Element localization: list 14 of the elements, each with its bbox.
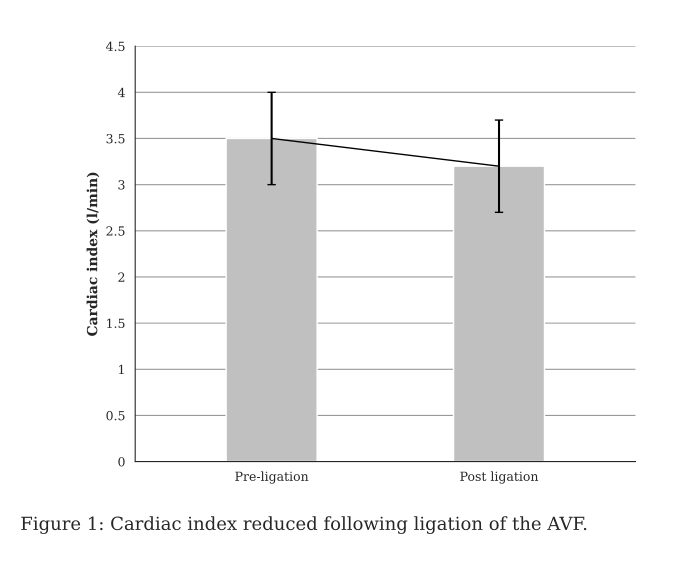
y-tick-label: 3 xyxy=(118,180,125,190)
y-tick-label: 1 xyxy=(119,364,124,374)
y-tick-label: 4 xyxy=(118,88,125,98)
y-tick-label: 1.5 xyxy=(107,318,125,328)
y-tick-label: 2.5 xyxy=(106,226,125,236)
y-tick-label: 2 xyxy=(118,272,124,282)
y-axis-title: Cardiac index (l/min) xyxy=(86,172,100,336)
y-tick-label: 0 xyxy=(118,457,125,467)
x-tick-label: Post ligation xyxy=(460,471,538,484)
x-tick-label: Pre-ligation xyxy=(235,471,308,484)
y-tick-label: 0.5 xyxy=(106,410,125,420)
caption: Figure 1: Cardiac index reduced following ligation of the AVF. xyxy=(21,516,586,534)
y-tick-label: 4.5 xyxy=(106,42,125,52)
y-tick-label: 3.5 xyxy=(106,134,125,144)
